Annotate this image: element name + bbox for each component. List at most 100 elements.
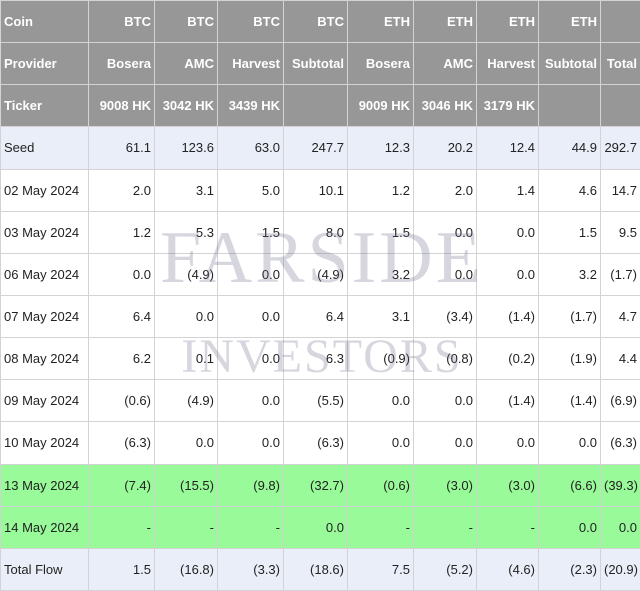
- value-cell: 247.7: [283, 126, 348, 170]
- value-cell: -: [347, 505, 414, 549]
- header-cell: 3439 HK: [217, 84, 284, 128]
- value-cell: (3.4): [413, 294, 477, 339]
- header-cell: BTC: [154, 0, 218, 44]
- value-cell: 10.1: [283, 168, 348, 212]
- value-cell: 8.0: [283, 210, 348, 254]
- value-cell: -: [88, 505, 155, 549]
- value-cell: 1.5: [217, 210, 284, 254]
- value-cell: 0.0: [538, 421, 601, 465]
- header-cell: Harvest: [217, 42, 284, 86]
- header-cell: 9009 HK: [347, 84, 414, 128]
- value-cell: 12.3: [347, 126, 414, 170]
- value-cell: 6.3: [283, 337, 348, 381]
- value-cell: 0.0: [347, 421, 414, 465]
- value-cell: (3.0): [413, 463, 477, 507]
- value-cell: 0.0: [476, 421, 539, 465]
- value-cell: 0.0: [217, 337, 284, 381]
- value-cell: (6.3): [88, 421, 155, 465]
- table-row: 13 May 2024 (7.4) (15.5) (9.8) (32.7) (0.6) (3…: [0, 463, 640, 507]
- value-cell: (0.6): [347, 463, 414, 507]
- header-cell: 3046 HK: [413, 84, 477, 128]
- value-cell: (15.5): [154, 463, 218, 507]
- table-row: 14 May 2024- - -0.0- - -0.0 0.0: [0, 505, 640, 549]
- table-row: Seed 61.1 123.6 63.0 247.7 12.3 20.2 12.4 44.9 29…: [0, 126, 640, 170]
- value-cell: 4.4: [600, 337, 640, 381]
- value-cell: (0.8): [413, 337, 477, 381]
- value-cell: (1.7): [600, 252, 640, 296]
- value-cell: (4.9): [283, 252, 348, 296]
- value-cell: (2.3): [538, 547, 601, 591]
- value-cell: 6.2: [88, 337, 155, 381]
- row-label: 02 May 2024: [0, 168, 89, 212]
- header-label: Coin: [0, 0, 89, 44]
- value-cell: (6.3): [283, 421, 348, 465]
- value-cell: 0.0: [538, 505, 601, 549]
- value-cell: 0.0: [413, 252, 477, 296]
- header-label: Ticker: [0, 84, 89, 128]
- row-label: Total Flow: [0, 547, 89, 591]
- header-row: Provider Bosera AMC Harvest Subtotal Bosera AM…: [0, 42, 640, 86]
- value-cell: 0.0: [154, 294, 218, 339]
- row-label: 10 May 2024: [0, 421, 89, 465]
- value-cell: 61.1: [88, 126, 155, 170]
- table-row: 10 May 2024 (6.3) 0.0 0.0 (6.3) 0.0 0.0 0.0 0.0(…: [0, 421, 640, 465]
- value-cell: (3.3): [217, 547, 284, 591]
- header-row: Ticker 9008 HK 3042 HK 3439 HK 9009 HK 3046 H…: [0, 84, 640, 128]
- table-row: Total Flow 1.5 (16.8) (3.3) (18.6) 7.5 (5.2) (4…: [0, 547, 640, 591]
- row-label: 03 May 2024: [0, 210, 89, 254]
- value-cell: 0.0: [283, 505, 348, 549]
- value-cell: (39.3): [600, 463, 640, 507]
- header-cell: BTC: [88, 0, 155, 44]
- value-cell: 5.0: [217, 168, 284, 212]
- value-cell: 1.2: [347, 168, 414, 212]
- value-cell: (6.6): [538, 463, 601, 507]
- value-cell: 0.0: [600, 505, 640, 549]
- header-cell: [538, 84, 601, 128]
- value-cell: 2.0: [88, 168, 155, 212]
- value-cell: (1.4): [476, 294, 539, 339]
- value-cell: 1.5: [88, 547, 155, 591]
- header-cell: Total: [600, 42, 640, 86]
- value-cell: (0.9): [347, 337, 414, 381]
- value-cell: 0.0: [347, 379, 414, 423]
- value-cell: 3.2: [538, 252, 601, 296]
- value-cell: 63.0: [217, 126, 284, 170]
- value-cell: -: [413, 505, 477, 549]
- value-cell: (1.4): [538, 379, 601, 423]
- value-cell: 1.5: [347, 210, 414, 254]
- value-cell: (4.9): [154, 252, 218, 296]
- row-label: 08 May 2024: [0, 337, 89, 381]
- value-cell: 3.1: [154, 168, 218, 212]
- header-cell: Harvest: [476, 42, 539, 86]
- row-label: 14 May 2024: [0, 505, 89, 549]
- header-cell: ETH: [347, 0, 414, 44]
- value-cell: (32.7): [283, 463, 348, 507]
- value-cell: 1.2: [88, 210, 155, 254]
- value-cell: 123.6: [154, 126, 218, 170]
- value-cell: -: [476, 505, 539, 549]
- value-cell: 1.5: [538, 210, 601, 254]
- table-row: 09 May 2024 (0.6) (4.9) 0.0 (5.5) 0.0 0.0 (1.4)…: [0, 379, 640, 423]
- header-cell: Bosera: [88, 42, 155, 86]
- header-cell: 3042 HK: [154, 84, 218, 128]
- value-cell: 0.0: [217, 252, 284, 296]
- value-cell: (4.6): [476, 547, 539, 591]
- value-cell: 0.1: [154, 337, 218, 381]
- value-cell: (5.2): [413, 547, 477, 591]
- value-cell: (7.4): [88, 463, 155, 507]
- value-cell: 0.0: [413, 421, 477, 465]
- header-cell: [600, 84, 640, 128]
- value-cell: (1.4): [476, 379, 539, 423]
- value-cell: -: [154, 505, 218, 549]
- header-cell: 9008 HK: [88, 84, 155, 128]
- header-cell: Bosera: [347, 42, 414, 86]
- value-cell: 292.7: [600, 126, 640, 170]
- header-cell: 3179 HK: [476, 84, 539, 128]
- row-label: Seed: [0, 126, 89, 170]
- header-label: Provider: [0, 42, 89, 86]
- value-cell: 9.5: [600, 210, 640, 254]
- value-cell: 4.7: [600, 294, 640, 339]
- value-cell: (5.5): [283, 379, 348, 423]
- value-cell: 44.9: [538, 126, 601, 170]
